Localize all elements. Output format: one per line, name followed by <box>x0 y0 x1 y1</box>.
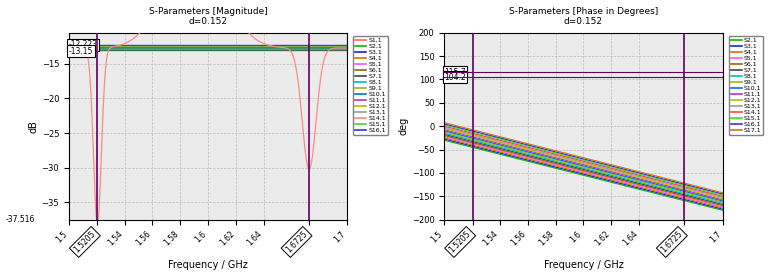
Y-axis label: dB: dB <box>28 120 38 133</box>
X-axis label: Frequency / GHz: Frequency / GHz <box>544 260 623 270</box>
Text: 104.2: 104.2 <box>444 73 466 82</box>
Title: S-Parameters [Magnitude]
d=0.152: S-Parameters [Magnitude] d=0.152 <box>149 7 267 26</box>
Text: 115.7: 115.7 <box>444 68 466 76</box>
Text: -37.516: -37.516 <box>6 215 35 224</box>
Text: -12.223: -12.223 <box>69 40 98 49</box>
X-axis label: Frequency / GHz: Frequency / GHz <box>169 260 248 270</box>
Legend: S1,1, S2,1, S3,1, S4,1, S5,1, S6,1, S7,1, S8,1, S9,1, S10,1, S11,1, S12,1, S13,1: S1,1, S2,1, S3,1, S4,1, S5,1, S6,1, S7,1… <box>353 36 388 135</box>
Text: -13.15: -13.15 <box>69 47 93 55</box>
Title: S-Parameters [Phase in Degrees]
d=0.152: S-Parameters [Phase in Degrees] d=0.152 <box>509 7 658 26</box>
Legend: S2,1, S3,1, S4,1, S5,1, S6,1, S7,1, S8,1, S9,1, S10,1, S11,1, S12,1, S13,1, S14,: S2,1, S3,1, S4,1, S5,1, S6,1, S7,1, S8,1… <box>728 36 763 135</box>
Y-axis label: deg: deg <box>399 117 409 135</box>
